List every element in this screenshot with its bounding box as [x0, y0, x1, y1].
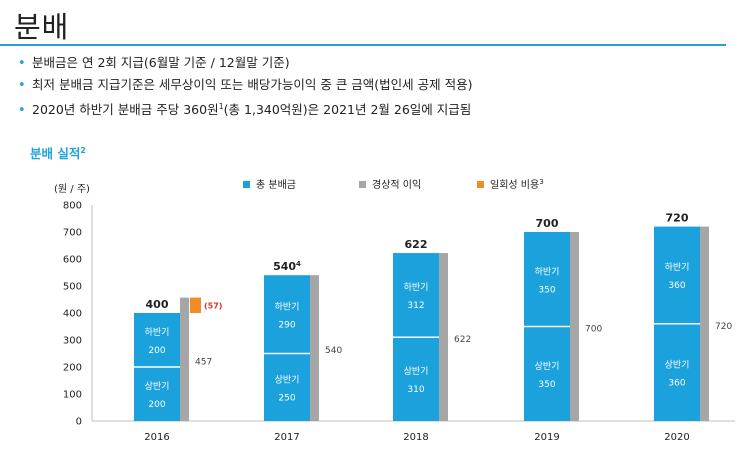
second-half-value: 200 [148, 346, 165, 356]
second-half-value: 290 [278, 320, 295, 330]
second-half-value: 360 [668, 281, 685, 291]
first-half-value: 360 [668, 378, 685, 388]
first-half-label: 상반기 [145, 381, 170, 392]
bullet-text: 최저 분배금 지급기준은 세무상이익 또는 배당가능이익 중 큰 금액(법인세 … [32, 77, 473, 92]
footnote-marker: 2 [80, 145, 86, 155]
y-tick-label: 200 [63, 363, 82, 374]
first-half-bar [264, 353, 310, 421]
y-tick-label: 500 [63, 282, 82, 293]
first-half-bar [524, 326, 570, 421]
x-tick-label: 2017 [274, 432, 299, 443]
bullet-item: • 2020년 하반기 분배금 주당 360원1(총 1,340억원)은 2021… [18, 96, 473, 118]
second-half-label: 하반기 [404, 282, 429, 293]
bullet-text-tail: (총 1,340억원)은 2021년 2월 26일에 지급됨 [223, 102, 472, 118]
second-half-bar [654, 226, 700, 324]
y-tick-label: 700 [63, 228, 82, 239]
bullet-dot-icon: • [18, 56, 26, 71]
x-tick-label: 2020 [664, 432, 689, 443]
first-half-label: 상반기 [665, 359, 690, 370]
second-half-value: 350 [538, 285, 555, 295]
recurring-profit-label: 700 [585, 325, 602, 335]
total-distribution-label: 400 [146, 298, 169, 311]
one-off-cost-bar [190, 297, 201, 313]
legend-label: 경상적 이익 [372, 178, 421, 191]
y-tick-label: 300 [63, 336, 82, 347]
first-half-value: 350 [538, 380, 555, 390]
second-half-bar [524, 232, 570, 327]
title-divider [0, 44, 726, 46]
second-half-value: 312 [407, 301, 424, 311]
total-distribution-label: 5404 [273, 260, 301, 273]
legend-swatch [243, 181, 250, 188]
y-tick-label: 400 [63, 309, 82, 320]
section-title: 분배 실적2 [30, 143, 86, 162]
recurring-profit-label: 540 [325, 346, 342, 356]
x-tick-label: 2018 [403, 432, 428, 443]
x-tick-label: 2016 [144, 432, 169, 443]
legend-swatch [477, 181, 484, 188]
first-half-value: 200 [148, 400, 165, 410]
legend-label: 총 분배금 [256, 179, 296, 191]
bullet-item: • 최저 분배금 지급기준은 세무상이익 또는 배당가능이익 중 큰 금액(법인세… [18, 74, 473, 96]
first-half-value: 250 [278, 393, 295, 403]
second-half-label: 하반기 [665, 262, 690, 273]
bullet-dot-icon: • [18, 103, 26, 119]
bullet-dot-icon: • [18, 78, 26, 93]
second-half-bar [393, 253, 439, 338]
y-axis-unit-label: (원 / 주) [54, 183, 90, 195]
y-tick-label: 100 [63, 390, 82, 401]
one-off-cost-label: (57) [204, 301, 222, 310]
recurring-profit-bar [310, 275, 319, 421]
x-tick-label: 2019 [534, 432, 559, 443]
first-half-label: 상반기 [404, 366, 429, 377]
y-tick-label: 800 [63, 201, 82, 212]
second-half-bar [134, 313, 180, 367]
first-half-bar [134, 367, 180, 421]
recurring-profit-label: 720 [715, 322, 732, 332]
second-half-label: 하반기 [145, 327, 170, 338]
second-half-label: 하반기 [535, 266, 560, 277]
first-half-bar [654, 323, 700, 421]
first-half-bar [393, 337, 439, 421]
legend-label: 일회성 비용3 [490, 178, 544, 191]
y-tick-label: 0 [76, 417, 82, 428]
bullet-list: • 분배금은 연 2회 지급(6월말 기준 / 12월말 기준) • 최저 분배금 … [18, 52, 473, 118]
first-half-value: 310 [407, 385, 424, 395]
recurring-profit-bar [570, 232, 579, 421]
recurring-profit-bar [700, 226, 709, 421]
bullet-item: • 분배금은 연 2회 지급(6월말 기준 / 12월말 기준) [18, 52, 473, 74]
distribution-chart: (원 / 주) 0 100 200 300 400 500 600 700 800 총 분배금 경상적… [54, 178, 735, 443]
bullet-text: 2020년 하반기 분배금 주당 360원 [32, 102, 219, 118]
bullet-text: 분배금은 연 2회 지급(6월말 기준 / 12월말 기준) [32, 55, 290, 70]
recurring-profit-bar [180, 297, 189, 421]
first-half-label: 상반기 [535, 361, 560, 372]
recurring-profit-label: 622 [454, 335, 471, 345]
section-title-text: 분배 실적 [30, 146, 81, 161]
recurring-profit-label: 457 [195, 357, 212, 367]
second-half-label: 하반기 [275, 301, 300, 312]
recurring-profit-bar [439, 253, 448, 421]
y-tick-label: 600 [63, 255, 82, 266]
second-half-bar [264, 275, 310, 354]
total-distribution-label: 700 [536, 217, 559, 230]
footnote-marker: 1 [218, 102, 224, 111]
total-distribution-label: 622 [405, 238, 428, 251]
legend-swatch [359, 181, 366, 188]
total-distribution-label: 720 [666, 212, 689, 225]
page-title: 분배 [14, 10, 70, 44]
first-half-label: 상반기 [275, 374, 300, 385]
